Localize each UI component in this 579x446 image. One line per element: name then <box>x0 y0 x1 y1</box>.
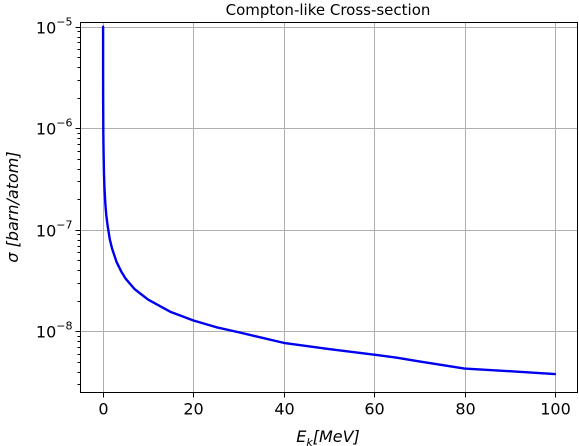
series-line <box>101 25 557 376</box>
x-axis-label-subscript: k <box>306 436 313 446</box>
x-tick-label: 40 <box>274 400 294 419</box>
y-axis-label-unit: [barn/atom] <box>3 151 22 247</box>
x-tick-label: 80 <box>455 400 475 419</box>
plot-frame <box>80 22 578 393</box>
x-axis-label-symbol: E <box>296 427 307 446</box>
series-layer <box>101 25 557 376</box>
y-tick-label-base: 10 <box>36 323 56 342</box>
x-tick-label: 60 <box>364 400 384 419</box>
y-tick-label-base: 10 <box>36 120 56 139</box>
y-axis-label-symbol: σ <box>3 252 22 263</box>
y-tick-label: 10−7 <box>36 219 73 241</box>
x-axis-label-unit: [MeV] <box>313 427 360 446</box>
y-axis-label: σ [barn/atom] <box>3 151 22 262</box>
chart-title: Compton-like Cross-section <box>226 1 431 19</box>
x-tick-label: 100 <box>540 400 571 419</box>
y-tick-label-exponent: −7 <box>56 219 72 232</box>
y-tick-label: 10−8 <box>36 320 73 342</box>
y-tick-label: 10−6 <box>36 117 73 139</box>
y-axis-ticks: 10−810−710−610−5 <box>36 16 81 385</box>
x-axis-label: Ek[MeV] <box>296 427 360 446</box>
x-tick-label: 20 <box>183 400 203 419</box>
y-tick-label-base: 10 <box>36 19 56 38</box>
y-tick-label: 10−5 <box>36 16 73 38</box>
y-tick-label-base: 10 <box>36 222 56 241</box>
y-tick-label-exponent: −5 <box>56 16 72 29</box>
x-tick-label: 0 <box>98 400 108 419</box>
grid <box>80 22 578 393</box>
x-axis-ticks: 0 20 40 60 80 100 <box>98 392 571 419</box>
y-tick-label-exponent: −8 <box>56 320 72 333</box>
y-tick-label-exponent: −6 <box>56 117 72 130</box>
